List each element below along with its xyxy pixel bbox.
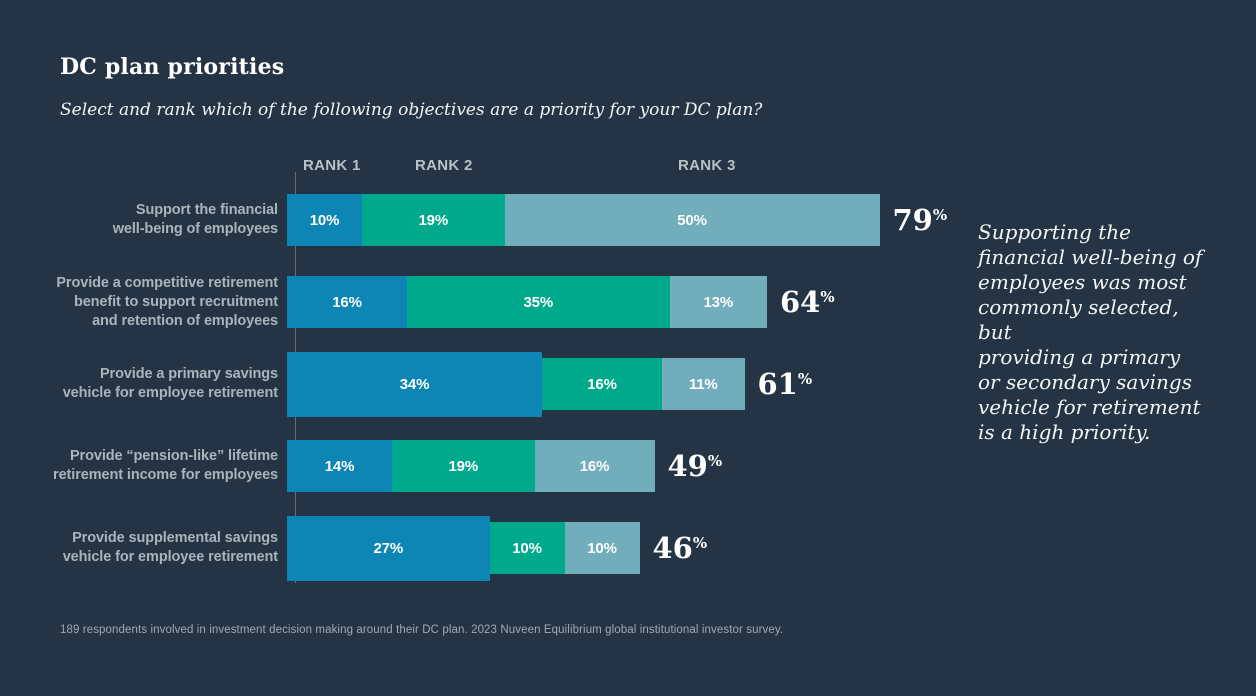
bar-rows: Support the financial well-being of empl… bbox=[0, 179, 1256, 589]
category-label: Provide a competitive retirement benefit… bbox=[56, 274, 278, 329]
row-total: 49% bbox=[668, 449, 723, 483]
bar-segment-rank2: 35% bbox=[407, 276, 670, 328]
segment-value-label: 19% bbox=[448, 457, 479, 475]
page-title: DC plan priorities bbox=[60, 54, 285, 80]
category-label: Provide “pension-like” lifetime retireme… bbox=[53, 448, 278, 483]
segment-value-label: 16% bbox=[587, 375, 617, 393]
segment-value-label: 19% bbox=[418, 211, 449, 229]
row-total: 79% bbox=[893, 203, 948, 237]
legend-rank-2: RANK 2 bbox=[415, 157, 473, 174]
segment-value-label: 16% bbox=[332, 293, 362, 311]
row-total: 64% bbox=[780, 285, 835, 319]
segment-value-label: 10% bbox=[587, 539, 617, 557]
total-percent-sign: % bbox=[707, 452, 723, 470]
total-percent-sign: % bbox=[797, 370, 813, 388]
segment-value-label: 11% bbox=[688, 375, 718, 393]
segment-value-label: 13% bbox=[703, 293, 734, 311]
segment-value-label: 50% bbox=[677, 211, 707, 229]
category-label: Provide supplemental savings vehicle for… bbox=[62, 530, 278, 565]
source-footnote: 189 respondents involved in investment d… bbox=[60, 624, 784, 636]
category-label: Provide a primary savings vehicle for em… bbox=[62, 366, 278, 401]
segment-value-label: 10% bbox=[512, 539, 542, 557]
table-row: Support the financial well-being of empl… bbox=[0, 179, 1256, 261]
segment-value-label: 16% bbox=[579, 457, 610, 475]
bar-segment-rank3: 50% bbox=[504, 194, 880, 246]
bar-segments: 14% 19% 16% bbox=[287, 425, 655, 507]
total-value: 49 bbox=[667, 449, 708, 483]
bar-segment-rank3: 16% bbox=[534, 440, 655, 492]
table-row: Provide a competitive retirement benefit… bbox=[0, 261, 1256, 343]
segment-value-label: 10% bbox=[309, 211, 340, 229]
bar-segment-rank3: 11% bbox=[662, 358, 745, 410]
bar-segment-rank2: 16% bbox=[542, 358, 662, 410]
row-total: 61% bbox=[758, 367, 813, 401]
segment-value-label: 14% bbox=[324, 457, 355, 475]
bar-segment-rank2: 10% bbox=[489, 522, 565, 574]
bar-segment-rank3: 10% bbox=[564, 522, 640, 574]
table-row: Provide a primary savings vehicle for em… bbox=[0, 343, 1256, 425]
row-total: 46% bbox=[653, 531, 708, 565]
bar-segment-rank3: 13% bbox=[669, 276, 767, 328]
segment-value-label: 35% bbox=[523, 293, 554, 311]
bar-segment-rank1: 16% bbox=[287, 276, 407, 328]
total-value: 64 bbox=[780, 285, 821, 319]
legend-rank-3: RANK 3 bbox=[678, 157, 736, 174]
legend-rank-1: RANK 1 bbox=[303, 157, 361, 174]
total-value: 46 bbox=[652, 531, 693, 565]
total-value: 61 bbox=[757, 367, 798, 401]
segment-value-label: 27% bbox=[373, 539, 404, 557]
table-row: Provide supplemental savings vehicle for… bbox=[0, 507, 1256, 589]
bar-segment-rank1: 27% bbox=[287, 515, 490, 581]
total-percent-sign: % bbox=[932, 206, 948, 224]
chart-subtitle: Select and rank which of the following o… bbox=[60, 100, 763, 120]
bar-segment-rank1: 14% bbox=[287, 440, 392, 492]
bar-segment-rank2: 19% bbox=[362, 194, 505, 246]
bar-segment-rank1: 10% bbox=[287, 194, 362, 246]
callout-text: Supporting the financial well-being of e… bbox=[978, 220, 1203, 444]
bar-segments: 27% 10% 10% bbox=[287, 507, 640, 589]
bar-segments: 10% 19% 50% bbox=[287, 179, 880, 261]
bar-segments: 16% 35% 13% bbox=[287, 261, 767, 343]
bar-segment-rank1: 34% bbox=[287, 351, 542, 417]
category-label: Support the financial well-being of empl… bbox=[112, 202, 278, 237]
table-row: Provide “pension-like” lifetime retireme… bbox=[0, 425, 1256, 507]
total-percent-sign: % bbox=[692, 534, 708, 552]
total-percent-sign: % bbox=[820, 288, 835, 306]
total-value: 79 bbox=[892, 203, 933, 237]
segment-value-label: 34% bbox=[399, 375, 430, 393]
bar-segments: 34% 16% 11% bbox=[287, 343, 745, 425]
bar-segment-rank2: 19% bbox=[392, 440, 535, 492]
